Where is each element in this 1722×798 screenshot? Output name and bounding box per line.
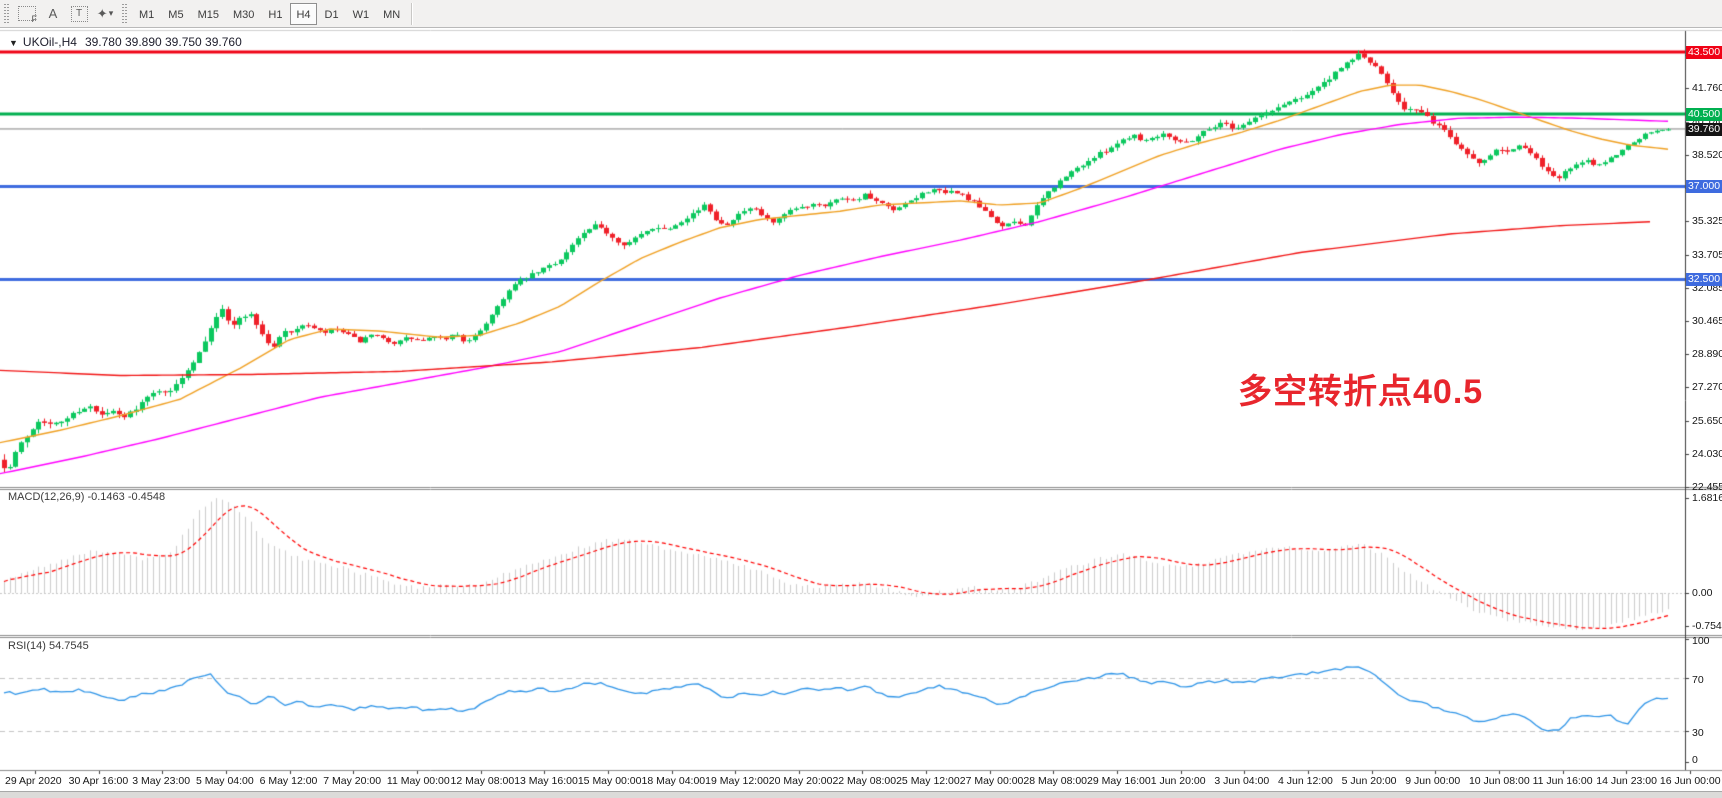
toolbar: F A T ✦ ▾ M1 M5 M15 M30 H1 H4 D1 W1 MN xyxy=(0,0,1722,28)
time-axis-label: 19 May 12:00 xyxy=(705,775,769,787)
price-tick-label: 24.030 xyxy=(1692,448,1722,461)
price-badge-43.500: 43.500 xyxy=(1686,45,1722,59)
text-label-letter: T xyxy=(70,5,88,22)
timeframe-button-w1[interactable]: W1 xyxy=(352,8,370,21)
time-axis-label: 15 May 00:00 xyxy=(577,775,642,787)
price-tick-label: 22.455 xyxy=(1692,481,1722,493)
fibonacci-frame-icon xyxy=(18,6,36,21)
timeframe-button-h4[interactable]: H4 xyxy=(290,2,317,25)
arrows-glyph: ✦ xyxy=(96,5,108,21)
rsi-tick-label: 70 xyxy=(1692,674,1704,687)
price-badge-37.000: 37.000 xyxy=(1686,179,1722,193)
dropdown-caret-icon: ▾ xyxy=(108,8,114,18)
time-axis-label: 1 Jun 20:00 xyxy=(1150,775,1206,787)
symbol-dropdown-icon[interactable]: ▼ xyxy=(9,38,18,48)
time-axis-label: 27 May 00:00 xyxy=(959,775,1024,787)
window-bottom-edge xyxy=(0,791,1722,798)
macd-tick-label: 0.00 xyxy=(1692,587,1713,599)
time-axis-label: 11 Jun 16:00 xyxy=(1532,775,1593,787)
macd-tick-label: 1.6816 xyxy=(1692,492,1722,504)
time-axis-label: 30 Apr 16:00 xyxy=(68,775,129,787)
price-badge-32.500: 32.500 xyxy=(1686,272,1722,286)
ohlc-values: 39.780 39.890 39.750 39.760 xyxy=(84,35,242,49)
time-axis-label: 22 May 08:00 xyxy=(832,775,897,787)
time-axis-label: 3 Jun 04:00 xyxy=(1214,775,1270,787)
text-icon[interactable]: A xyxy=(41,3,65,25)
time-axis-label: 3 May 23:00 xyxy=(132,775,191,787)
price-tick-label: 25.650 xyxy=(1692,414,1722,427)
price-tick-label: 35.325 xyxy=(1692,215,1722,228)
rsi-indicator-label: RSI(14) 54.7545 xyxy=(8,640,89,652)
time-axis-label: 13 May 16:00 xyxy=(514,775,578,787)
timeframe-button-d1[interactable]: D1 xyxy=(324,8,339,21)
timeframe-button-m5[interactable]: M5 xyxy=(168,8,184,21)
timeframe-button-m1[interactable]: M1 xyxy=(139,8,155,21)
text-letter: A xyxy=(48,6,58,21)
macd-indicator-label: MACD(12,26,9) -0.1463 -0.4548 xyxy=(8,491,166,503)
time-axis-label: 29 Apr 2020 xyxy=(5,775,62,787)
rsi-tick-label: 100 xyxy=(1692,635,1710,647)
price-tick-label: 28.890 xyxy=(1692,348,1722,360)
rsi-tick-label: 30 xyxy=(1692,726,1704,739)
timeframe-button-mn[interactable]: MN xyxy=(383,8,401,21)
fibonacci-icon[interactable]: F xyxy=(15,3,39,25)
time-axis-label: 9 Jun 00:00 xyxy=(1405,775,1461,787)
time-axis-label: 6 May 12:00 xyxy=(259,775,318,787)
time-axis-label: 4 Jun 12:00 xyxy=(1278,775,1333,787)
timeframe-toolbar-drag-handle[interactable] xyxy=(121,3,129,24)
time-axis-label: 7 May 20:00 xyxy=(323,775,382,787)
price-tick-label: 41.760 xyxy=(1692,82,1722,95)
chart-annotation-text: 多空转折点40.5 xyxy=(1238,373,1484,411)
timeframe-button-m30[interactable]: M30 xyxy=(232,8,255,21)
time-axis-label: 25 May 12:00 xyxy=(896,775,960,787)
time-axis-label: 10 Jun 08:00 xyxy=(1468,775,1530,787)
price-tick-label: 38.520 xyxy=(1692,148,1722,161)
rsi-tick-label: 0 xyxy=(1692,754,1698,766)
price-tick-label: 30.465 xyxy=(1692,315,1722,328)
timeframe-button-h1[interactable]: H1 xyxy=(268,8,283,21)
toolbar-separator xyxy=(411,2,413,25)
time-axis-label: 14 Jun 23:00 xyxy=(1596,775,1657,787)
price-tick-label: 27.270 xyxy=(1692,381,1722,394)
time-axis-label: 28 May 08:00 xyxy=(1023,775,1088,787)
time-axis-label: 29 May 16:00 xyxy=(1087,775,1151,787)
arrows-icon[interactable]: ✦ ▾ xyxy=(93,3,117,25)
toolbar-drag-handle[interactable] xyxy=(3,3,11,24)
timeframe-button-group: M1 M5 M15 M30 H1 H4 D1 W1 MN xyxy=(132,2,407,25)
time-axis-label: 12 May 08:00 xyxy=(450,775,515,787)
time-axis-label: 11 May 00:00 xyxy=(386,775,450,787)
chart-title: ▼ UKOil-,H4 39.780 39.890 39.750 39.760 xyxy=(9,35,242,49)
timeframe-button-m15[interactable]: M15 xyxy=(197,8,219,21)
price-badge-40.500: 40.500 xyxy=(1686,107,1722,121)
time-axis-label: 5 Jun 20:00 xyxy=(1341,775,1397,787)
price-badge-39.760: 39.760 xyxy=(1686,122,1722,136)
text-label-icon[interactable]: T xyxy=(67,3,91,25)
time-axis-label: 5 May 04:00 xyxy=(195,775,254,787)
price-tick-label: 33.705 xyxy=(1692,248,1722,261)
time-axis-label: 20 May 20:00 xyxy=(768,775,833,787)
symbol-name: UKOil-,H4 xyxy=(22,35,77,49)
fibonacci-letter: F xyxy=(31,13,38,24)
time-axis-label: 18 May 04:00 xyxy=(641,775,706,787)
time-axis-label: 16 Jun 00:00 xyxy=(1659,775,1721,787)
macd-tick-label: -0.7544 xyxy=(1692,620,1722,632)
